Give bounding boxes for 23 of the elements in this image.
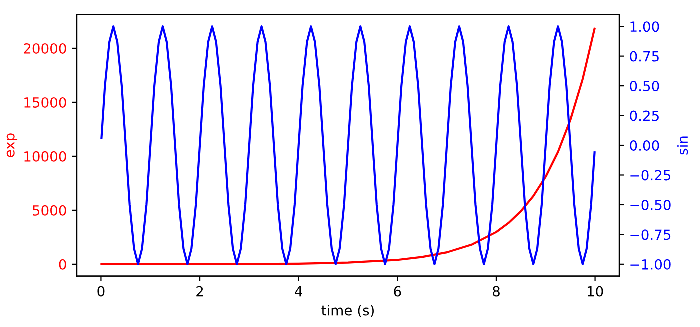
- x-tick-label: 6: [394, 286, 402, 297]
- y2-tick-label: −1.00: [630, 259, 671, 270]
- y-tick-label: 15000: [24, 97, 66, 108]
- x-tick-label: 8: [492, 286, 500, 297]
- y-axis-title: exp: [6, 134, 18, 158]
- y2-tick-label: 0.75: [630, 51, 659, 62]
- y2-axis-title: sin: [677, 136, 688, 155]
- y2-tick-label: 0.25: [630, 110, 659, 122]
- x-axis-title: time (s): [322, 305, 374, 318]
- y2-tick-label: −0.25: [630, 170, 671, 181]
- y-tick-label: 0: [59, 259, 66, 270]
- y-tick-label: 10000: [24, 151, 66, 162]
- y-tick-label: 5000: [33, 205, 66, 216]
- y2-tick-label: 0.00: [630, 140, 660, 151]
- y2-tick-label: 1.00: [630, 22, 660, 32]
- y-tick-label: 20000: [24, 43, 66, 54]
- y2-tick-label: −0.50: [630, 200, 671, 210]
- y2-tick-label: 0.50: [630, 81, 660, 92]
- y2-tick-label: −0.75: [630, 230, 671, 240]
- x-tick-label: 4: [295, 286, 302, 297]
- x-tick-label: 0: [98, 286, 105, 297]
- x-tick-label: 2: [196, 286, 204, 297]
- x-tick-label: 10: [588, 286, 604, 297]
